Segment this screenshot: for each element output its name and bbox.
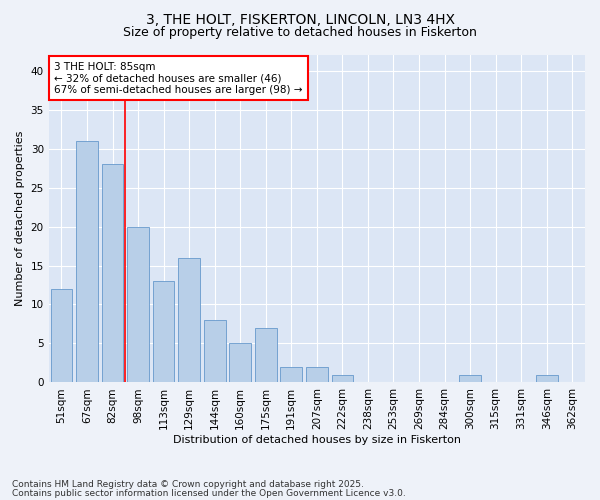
X-axis label: Distribution of detached houses by size in Fiskerton: Distribution of detached houses by size … [173,435,461,445]
Bar [280,367,302,382]
Bar [76,141,98,382]
Bar [50,289,72,382]
Text: Size of property relative to detached houses in Fiskerton: Size of property relative to detached ho… [123,26,477,39]
Text: 3 THE HOLT: 85sqm
← 32% of detached houses are smaller (46)
67% of semi-detached: 3 THE HOLT: 85sqm ← 32% of detached hous… [54,62,302,94]
Bar [101,164,124,382]
Bar [306,367,328,382]
Bar [459,374,481,382]
Bar [178,258,200,382]
Y-axis label: Number of detached properties: Number of detached properties [15,131,25,306]
Bar [536,374,557,382]
Bar [332,374,353,382]
Text: Contains public sector information licensed under the Open Government Licence v3: Contains public sector information licen… [12,488,406,498]
Bar [127,226,149,382]
Bar [153,281,175,382]
Bar [255,328,277,382]
Text: Contains HM Land Registry data © Crown copyright and database right 2025.: Contains HM Land Registry data © Crown c… [12,480,364,489]
Bar [229,344,251,382]
Text: 3, THE HOLT, FISKERTON, LINCOLN, LN3 4HX: 3, THE HOLT, FISKERTON, LINCOLN, LN3 4HX [146,12,455,26]
Bar [204,320,226,382]
